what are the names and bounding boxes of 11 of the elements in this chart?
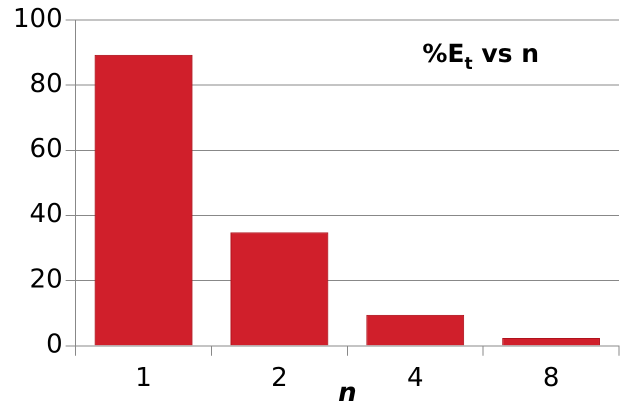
x-tick-label: 8 xyxy=(542,363,560,394)
y-tick-label: 80 xyxy=(30,68,63,99)
x-tick-label: 1 xyxy=(135,363,152,394)
x-tick-label: 2 xyxy=(271,363,288,394)
x-tick-label: 4 xyxy=(406,363,424,394)
y-tick-label: 20 xyxy=(30,264,63,294)
x-axis-title: n xyxy=(338,378,357,408)
y-tick-label: 40 xyxy=(30,199,63,230)
y-tick-label: 60 xyxy=(30,134,63,164)
y-tick-label: 0 xyxy=(46,330,63,360)
y-tick-label: 100 xyxy=(12,4,63,34)
